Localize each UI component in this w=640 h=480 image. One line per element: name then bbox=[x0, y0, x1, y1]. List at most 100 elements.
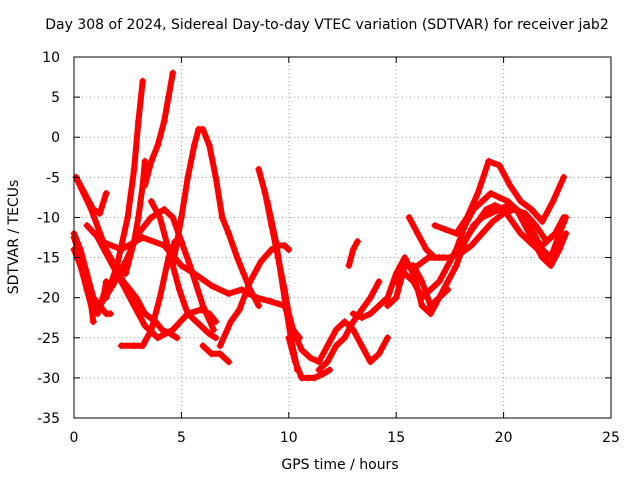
data-point bbox=[315, 366, 323, 374]
data-point bbox=[210, 326, 218, 334]
data-point bbox=[87, 302, 95, 310]
data-point bbox=[205, 330, 213, 338]
data-point bbox=[298, 374, 306, 382]
data-point bbox=[186, 262, 194, 270]
data-point bbox=[431, 221, 439, 229]
data-point bbox=[141, 181, 149, 189]
data-point bbox=[487, 209, 495, 217]
data-point bbox=[281, 302, 289, 310]
data-point bbox=[444, 278, 452, 286]
data-point bbox=[156, 294, 164, 302]
data-point bbox=[268, 298, 276, 306]
data-point bbox=[162, 238, 170, 246]
axis-ticks: 0 5 10 15 20 25 -35 -30 -25 -20 -15 -10 -5 0 5 10 bbox=[37, 50, 620, 446]
data-point bbox=[414, 262, 422, 270]
data-point bbox=[487, 189, 495, 197]
data-point bbox=[560, 213, 568, 221]
data-point bbox=[212, 334, 220, 342]
data-point bbox=[457, 246, 465, 254]
data-point bbox=[218, 213, 226, 221]
data-point bbox=[392, 270, 400, 278]
data-point bbox=[147, 326, 155, 334]
y-tick-label: -5 bbox=[46, 170, 60, 186]
data-point bbox=[255, 302, 263, 310]
x-axis-label: GPS time / hours bbox=[281, 457, 398, 473]
data-point bbox=[289, 326, 297, 334]
data-point bbox=[401, 262, 409, 270]
data-point bbox=[358, 342, 366, 350]
data-point bbox=[255, 165, 263, 173]
data-point bbox=[452, 262, 460, 270]
data-point bbox=[418, 294, 426, 302]
data-point bbox=[240, 270, 248, 278]
data-point bbox=[384, 302, 392, 310]
plot-frame bbox=[73, 56, 612, 419]
data-point bbox=[358, 306, 366, 314]
data-point bbox=[281, 242, 289, 250]
data-point bbox=[212, 318, 220, 326]
data-point bbox=[349, 318, 357, 326]
data-point bbox=[216, 342, 224, 350]
data-point bbox=[281, 294, 289, 302]
data-point bbox=[220, 354, 228, 362]
data-point bbox=[442, 225, 450, 233]
data-point bbox=[169, 326, 177, 334]
data-point bbox=[139, 342, 147, 350]
data-point bbox=[465, 229, 473, 237]
data-point bbox=[392, 278, 400, 286]
data-point bbox=[517, 197, 525, 205]
data-point bbox=[508, 217, 516, 225]
data-point bbox=[510, 205, 518, 213]
data-point bbox=[341, 334, 349, 342]
data-point bbox=[76, 262, 84, 270]
data-point bbox=[263, 197, 271, 205]
data-point bbox=[375, 278, 383, 286]
data-point bbox=[384, 334, 392, 342]
series-arc-11 bbox=[122, 157, 149, 278]
series-arc-22 bbox=[315, 278, 383, 374]
data-point bbox=[354, 238, 362, 246]
data-point bbox=[332, 326, 340, 334]
series-arc-28 bbox=[431, 157, 568, 237]
data-point bbox=[165, 93, 173, 101]
data-point bbox=[154, 334, 162, 342]
y-tick-label: -35 bbox=[37, 411, 60, 427]
data-point bbox=[418, 278, 426, 286]
data-point bbox=[113, 262, 121, 270]
series-arc-24 bbox=[349, 254, 452, 322]
data-point bbox=[130, 165, 138, 173]
data-point bbox=[201, 326, 209, 334]
data-point bbox=[96, 302, 104, 310]
data-point bbox=[175, 286, 183, 294]
data-point bbox=[199, 125, 207, 133]
data-point bbox=[199, 302, 207, 310]
data-point bbox=[495, 161, 503, 169]
series-line bbox=[141, 70, 176, 189]
data-point bbox=[169, 69, 177, 77]
data-point bbox=[427, 302, 435, 310]
data-point bbox=[435, 294, 443, 302]
data-point bbox=[192, 318, 200, 326]
data-series bbox=[70, 69, 570, 382]
data-point bbox=[375, 302, 383, 310]
data-point bbox=[154, 141, 162, 149]
series-arc-15 bbox=[199, 342, 233, 366]
data-point bbox=[478, 229, 486, 237]
data-point bbox=[366, 294, 374, 302]
data-point bbox=[431, 254, 439, 262]
x-tick-label: 15 bbox=[387, 430, 405, 446]
data-point bbox=[538, 217, 546, 225]
data-point bbox=[446, 254, 454, 262]
data-point bbox=[422, 246, 430, 254]
data-point bbox=[156, 213, 164, 221]
data-point bbox=[485, 157, 493, 165]
y-axis-label: SDTVAR / TECUs bbox=[6, 180, 22, 295]
data-point bbox=[207, 350, 215, 358]
data-point bbox=[160, 205, 168, 213]
series-line bbox=[345, 238, 361, 269]
data-point bbox=[491, 201, 499, 209]
data-point bbox=[323, 342, 331, 350]
data-point bbox=[444, 262, 452, 270]
data-point bbox=[532, 221, 540, 229]
data-point bbox=[225, 358, 233, 366]
